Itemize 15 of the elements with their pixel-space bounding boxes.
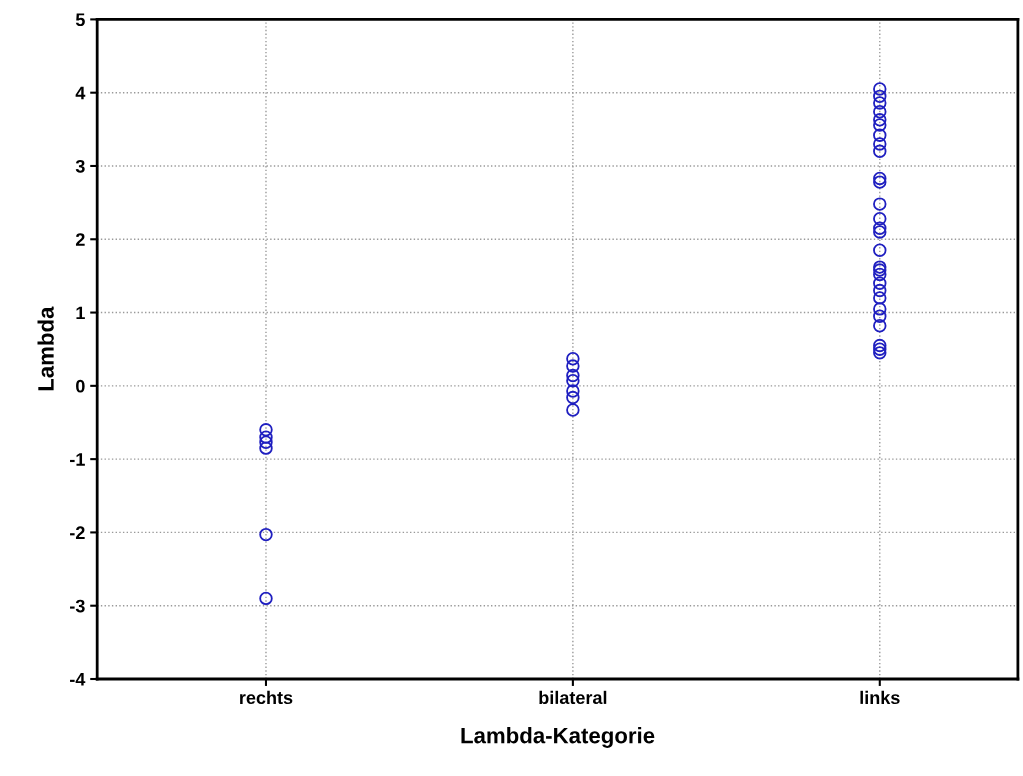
x-tick-label: links <box>860 690 900 705</box>
y-tick-label: -2 <box>70 526 85 539</box>
x-tick-label: bilateral <box>539 690 607 705</box>
y-tick-label: 0 <box>76 379 85 393</box>
y-tick-label: -3 <box>70 599 85 613</box>
y-tick-label: -4 <box>70 673 86 686</box>
y-tick-label: 4 <box>75 86 86 100</box>
x-tick-label: rechts <box>240 690 293 705</box>
y-tick-label: -1 <box>70 453 85 466</box>
y-tick-label: 1 <box>76 306 85 320</box>
y-axis-title: Lambda <box>37 306 54 391</box>
y-tick-label: 3 <box>75 159 85 173</box>
y-tick-label: 2 <box>75 233 85 246</box>
x-axis-title: Lambda-Kategorie <box>461 727 655 748</box>
y-tick-label: 5 <box>75 13 85 27</box>
